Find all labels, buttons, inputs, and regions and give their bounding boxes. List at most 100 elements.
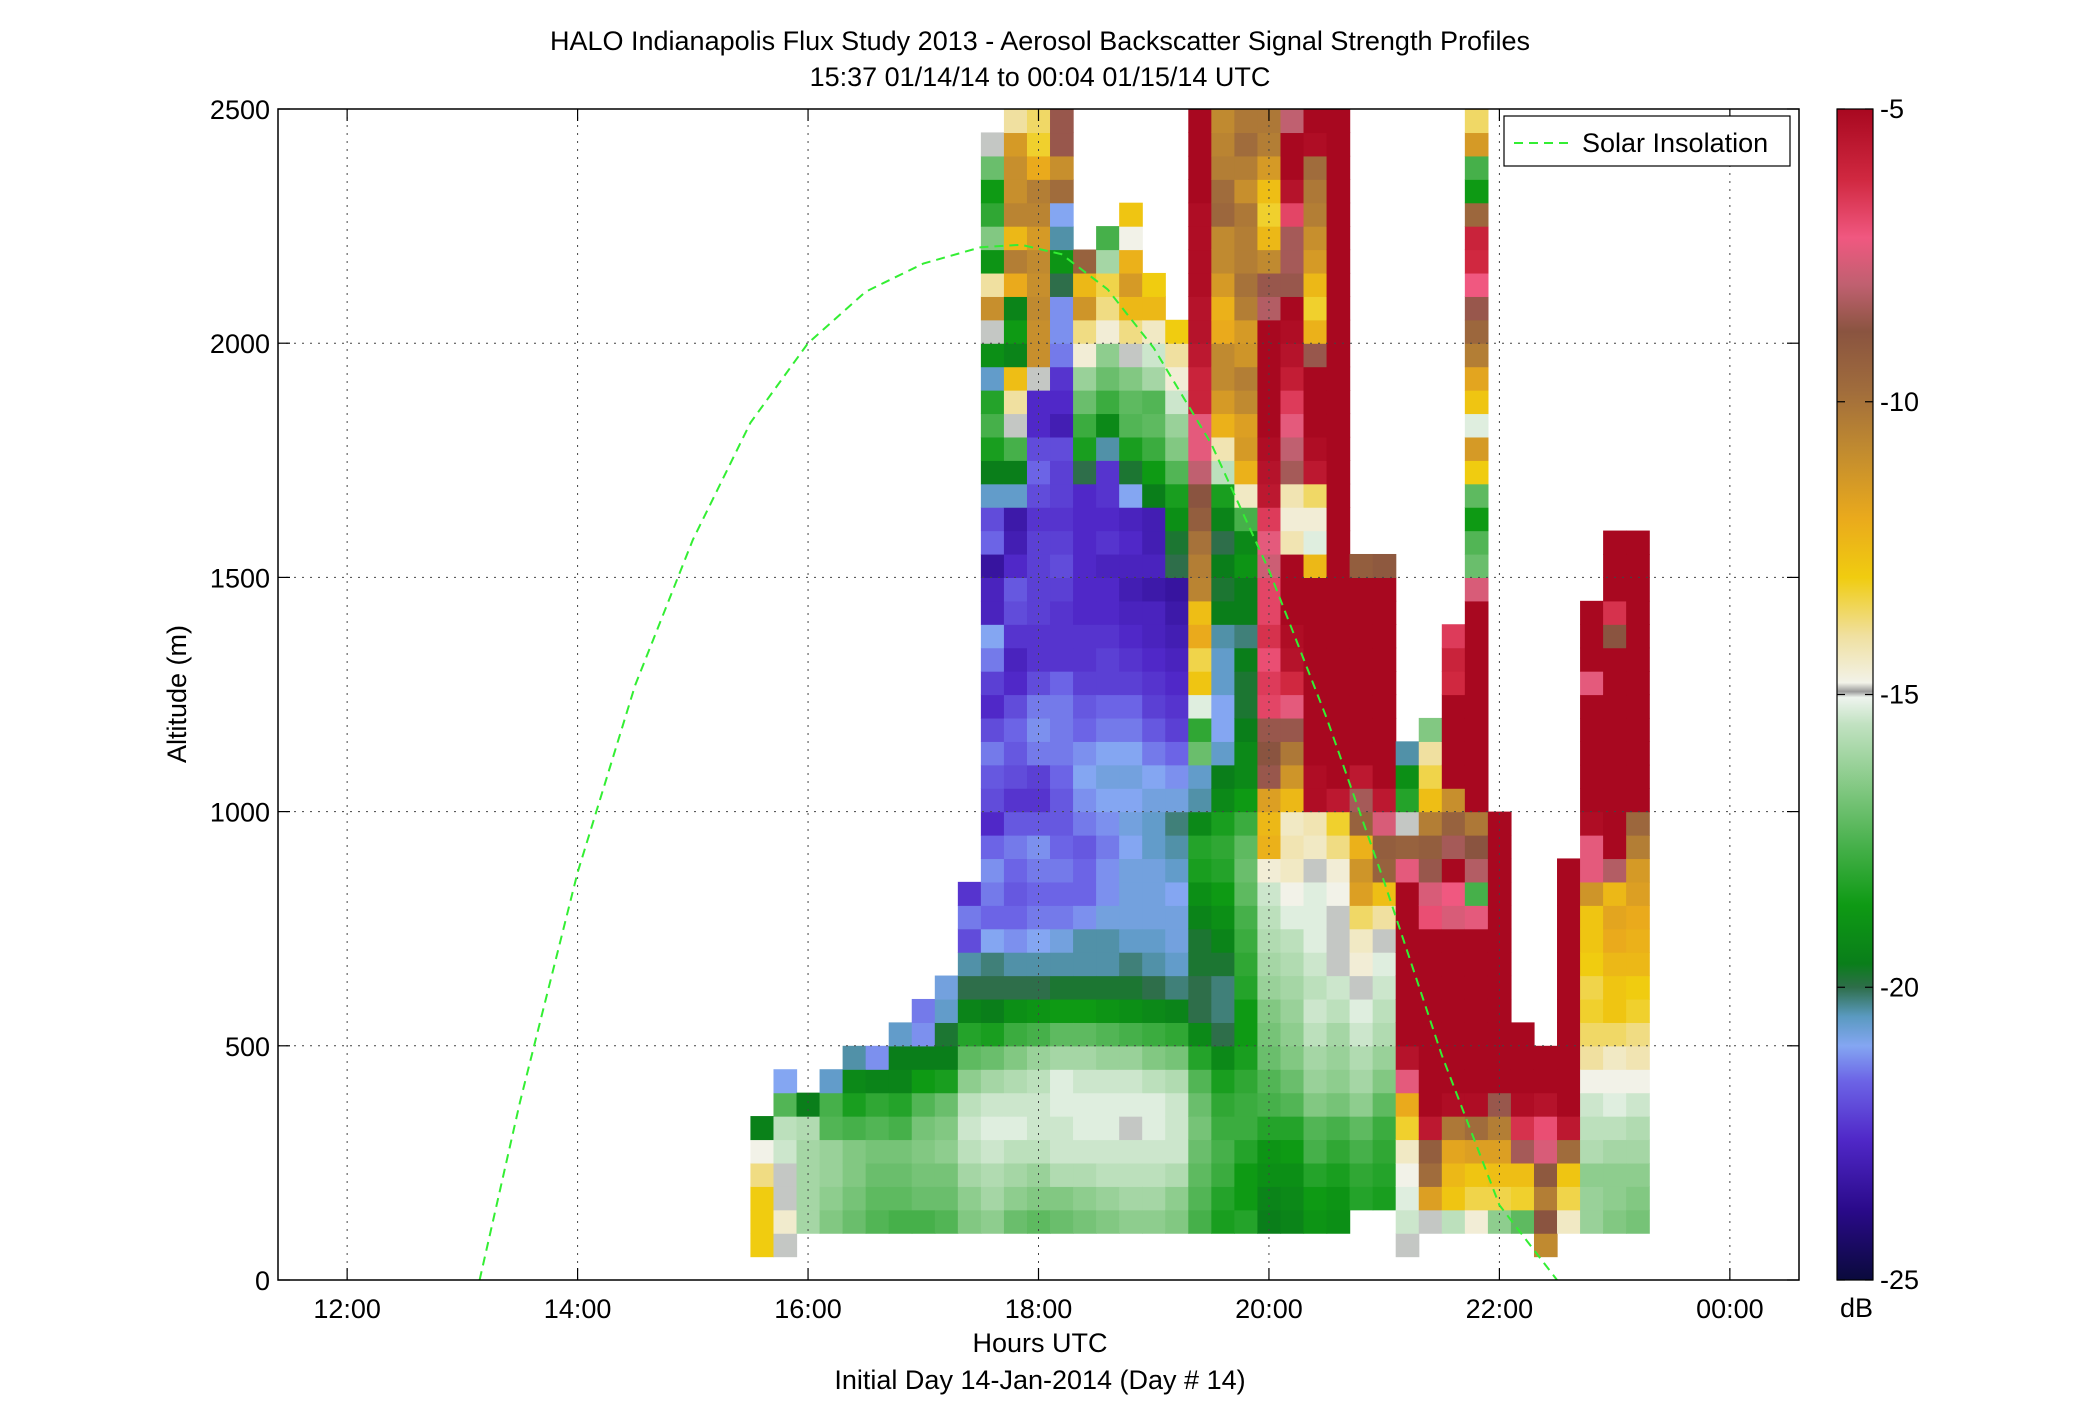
heatmap-cell [1096, 881, 1120, 906]
heatmap-cell [1188, 343, 1212, 368]
heatmap-cell [1188, 1045, 1212, 1070]
heatmap-cell [1418, 1069, 1443, 1094]
heatmap-cell [1303, 624, 1328, 649]
heatmap-cell [819, 1209, 844, 1234]
heatmap-cell [1073, 249, 1097, 274]
heatmap-cell [1557, 1139, 1581, 1164]
heatmap-cell [1257, 109, 1282, 134]
heatmap-cell [1234, 881, 1259, 906]
heatmap-cell [1165, 460, 1189, 485]
heatmap-cell [1257, 483, 1282, 508]
heatmap-cell [773, 1233, 798, 1258]
heatmap-cell [1027, 0, 1051, 16]
heatmap-cell [1165, 1069, 1189, 1094]
heatmap-cell [1119, 764, 1143, 789]
heatmap-cell [1303, 272, 1328, 297]
heatmap-cell [1395, 1045, 1420, 1070]
heatmap-cell [1142, 483, 1166, 508]
heatmap-cell [1303, 694, 1328, 719]
heatmap-cell [1327, 62, 1351, 86]
heatmap-cell [773, 1092, 798, 1117]
heatmap-cell [934, 975, 959, 1000]
heatmap-cell [1603, 1069, 1627, 1094]
heatmap-cell [934, 1186, 959, 1211]
heatmap-cell [1303, 1022, 1328, 1047]
heatmap-cell [1372, 788, 1397, 813]
heatmap-cell [1464, 1092, 1489, 1117]
heatmap-cell [1096, 741, 1120, 766]
heatmap-cell [1603, 1022, 1627, 1047]
heatmap-cell [1626, 764, 1650, 789]
heatmap-cell [1303, 835, 1328, 860]
heatmap-cell [1119, 1186, 1143, 1211]
heatmap-cell [1096, 296, 1120, 321]
heatmap-cell [1280, 319, 1305, 344]
heatmap-cell [1326, 413, 1351, 438]
heatmap-cell [1441, 881, 1466, 906]
heatmap-cell [1096, 1116, 1120, 1141]
heatmap-cell [1003, 249, 1028, 274]
heatmap-cell [980, 507, 1005, 532]
heatmap-cell [1372, 1139, 1397, 1164]
heatmap-cell [1464, 343, 1489, 368]
heatmap-cell [1303, 530, 1328, 555]
heatmap-cell [1441, 928, 1466, 953]
heatmap-cell [1096, 577, 1120, 602]
heatmap-cell [1626, 1022, 1650, 1047]
heatmap-cell [1326, 109, 1351, 134]
heatmap-cell [1303, 1186, 1328, 1211]
heatmap-cell [1372, 905, 1397, 930]
heatmap-cell [1096, 390, 1120, 415]
heatmap-cell [980, 928, 1005, 953]
heatmap-cell [1211, 436, 1235, 461]
heatmap-cell [1372, 1092, 1397, 1117]
heatmap-cell [1303, 483, 1328, 508]
heatmap-cell [1580, 624, 1604, 649]
heatmap-cell [1626, 928, 1650, 953]
heatmap-cell [888, 1186, 913, 1211]
heatmap-cell [1119, 319, 1143, 344]
heatmap-cell [1418, 998, 1443, 1023]
heatmap-cell [1142, 1209, 1166, 1234]
heatmap-cell [980, 1116, 1005, 1141]
heatmap-cell [1119, 366, 1143, 391]
heatmap-cell [1464, 928, 1489, 953]
heatmap-cell [1211, 928, 1235, 953]
heatmap-cell [1142, 717, 1166, 742]
heatmap-cell [1303, 1116, 1328, 1141]
heatmap-cell [1142, 928, 1166, 953]
heatmap-cell [1142, 881, 1166, 906]
heatmap-cell [1165, 1186, 1189, 1211]
heatmap-cell [1096, 272, 1120, 297]
y-tick-label: 1000 [210, 798, 270, 828]
heatmap-cell [1050, 296, 1074, 321]
heatmap-cell [1326, 1092, 1351, 1117]
heatmap-cell [1234, 694, 1259, 719]
heatmap-cell [1211, 1209, 1235, 1234]
heatmap-cell [1533, 1092, 1558, 1117]
heatmap-cell [1280, 1209, 1305, 1234]
heatmap-cell [1280, 600, 1305, 625]
heatmap-cell [1188, 671, 1212, 696]
heatmap-cell [1004, 0, 1028, 16]
heatmap-cell [1211, 975, 1235, 1000]
heatmap-cell [1096, 928, 1120, 953]
heatmap-cell [1603, 1045, 1627, 1070]
heatmap-cell [1234, 226, 1259, 251]
heatmap-cell [1026, 928, 1051, 953]
heatmap-cell [1003, 975, 1028, 1000]
heatmap-cell [1418, 764, 1443, 789]
solar-insolation-line [478, 243, 1558, 1280]
heatmap-cell [819, 1069, 844, 1094]
heatmap-cell [1580, 600, 1604, 625]
heatmap-cell [1073, 928, 1097, 953]
heatmap-cell [1510, 1209, 1535, 1234]
heatmap-cell [1119, 202, 1143, 227]
heatmap-cell [1395, 1092, 1420, 1117]
heatmap-cell [1003, 881, 1028, 906]
heatmap-cell [1188, 975, 1212, 1000]
heatmap-cell [1418, 717, 1443, 742]
heatmap-cell [1188, 132, 1212, 157]
heatmap-cell [1142, 741, 1166, 766]
heatmap-cell [1188, 109, 1212, 134]
